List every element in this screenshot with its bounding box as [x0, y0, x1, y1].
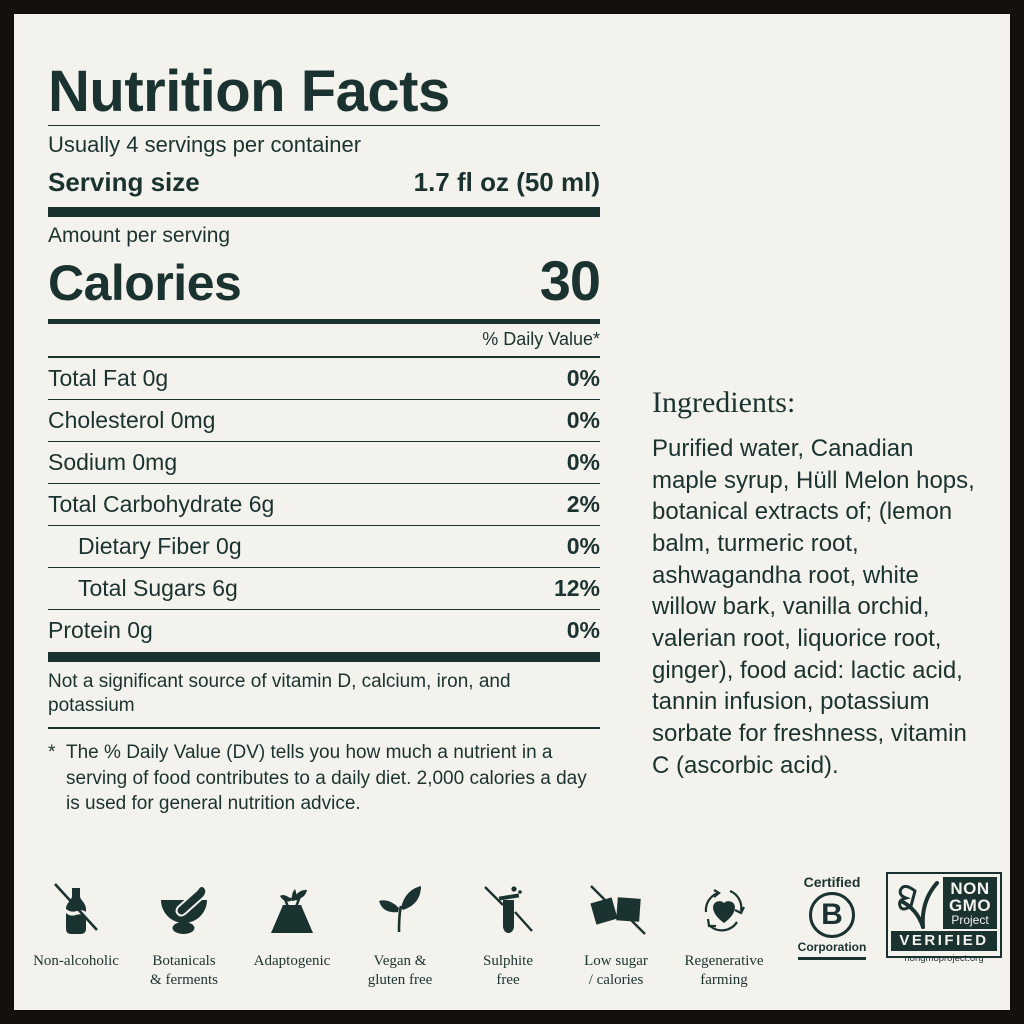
- daily-value-header: % Daily Value*: [482, 328, 600, 349]
- nutrient-name: Total Sugars 6g: [78, 575, 238, 602]
- nutrient-daily-value: 0%: [566, 364, 600, 391]
- footnote-text: The % Daily Value (DV) tells you how muc…: [66, 742, 587, 815]
- sprouting-sack-icon: [261, 872, 323, 946]
- seedling-icon: [369, 872, 431, 946]
- icon-cell-seedling: Vegan & gluten free: [346, 872, 454, 990]
- icon-label: Vegan & gluten free: [367, 953, 433, 988]
- serving-size-label: Serving size: [48, 166, 200, 197]
- nongmo-verified-logo: NON GMO Project VERIFIED nongmoproject.org: [886, 872, 1002, 964]
- bottle-crossed-out-icon: [45, 872, 107, 946]
- calories-row: Calories 30: [48, 248, 601, 319]
- bcorp-logo: Certified B Corporation: [797, 874, 867, 960]
- bcorp-b-letter: B: [808, 892, 855, 938]
- icon-cell-bottle-crossed-out: Non-alcoholic: [22, 872, 130, 971]
- ingredients-body: Purified water, Canadian maple syrup, Hü…: [652, 435, 975, 779]
- nongmo-url-text: nongmoproject.org: [904, 953, 984, 964]
- nutrition-facts-panel: Nutrition Facts Usually 4 servings per c…: [48, 59, 601, 817]
- nongmo-gmo-text: GMO: [948, 896, 992, 915]
- not-significant-note: Not a significant source of vitamin D, c…: [48, 670, 511, 716]
- nutrient-row: Total Fat 0g 0%: [48, 358, 600, 399]
- icon-cell-heart-recycle: Regenerative farming: [670, 872, 778, 990]
- calories-label: Calories: [48, 254, 242, 311]
- daily-value-footnote: * The % Daily Value (DV) tells you how m…: [48, 729, 600, 817]
- nutrient-row-divider: [48, 567, 600, 569]
- icon-cell-test-tube-crossed-out: Sulphite free: [454, 872, 562, 990]
- sugar-cubes-crossed-out-icon: [583, 872, 649, 946]
- serving-size-value: 1.7 fl oz (50 ml): [413, 166, 600, 197]
- serving-size-row: Serving size 1.7 fl oz (50 ml): [48, 167, 600, 207]
- nutrient-table: Total Fat 0g 0% Cholesterol 0mg 0% Sodium 0m…: [48, 358, 600, 652]
- nutrient-row: Protein 0g 0%: [48, 610, 600, 651]
- nongmo-verified-text: VERIFIED: [891, 931, 997, 951]
- nutrient-name: Sodium 0mg: [48, 448, 178, 475]
- icon-cell-sugar-cubes-crossed-out: Low sugar / calories: [562, 872, 670, 990]
- icon-label: Low sugar / calories: [584, 953, 648, 988]
- nutrient-row-divider: [48, 483, 600, 485]
- nutrient-name: Protein 0g: [48, 617, 153, 644]
- nongmo-project-text: Project: [951, 913, 989, 927]
- bcorp-certified-text: Certified: [803, 874, 861, 890]
- mortar-and-pestle-icon: [151, 872, 217, 946]
- nutrient-row: Dietary Fiber 0g 0%: [48, 526, 600, 567]
- nutrient-row: Sodium 0mg 0%: [48, 442, 600, 483]
- certification-icon-strip: Non-alcoholic Botanicals & ferments Adapto…: [14, 872, 1010, 990]
- icon-cell-mortar-and-pestle: Botanicals & ferments: [130, 872, 238, 990]
- amount-per-serving-label: Amount per serving: [48, 223, 231, 247]
- divider-thick-top: [48, 206, 600, 217]
- divider-above-nutrients: [48, 355, 600, 358]
- nongmo-non-text: NON: [950, 879, 990, 898]
- nutrient-daily-value: 0%: [566, 406, 600, 433]
- icon-label: Non-alcoholic: [33, 953, 119, 969]
- nutrient-daily-value: 0%: [566, 533, 600, 560]
- icon-cell-sprouting-sack: Adaptogenic: [238, 872, 346, 971]
- nutrient-row-divider: [48, 440, 600, 442]
- butterfly-grass-icon: [891, 877, 943, 929]
- ingredients-heading: Ingredients:: [652, 386, 796, 419]
- nongmo-badge: NON GMO Project VERIFIED nongmoproject.org: [886, 872, 1002, 964]
- nutrient-row: Total Carbohydrate 6g 2%: [48, 484, 600, 525]
- nutrient-daily-value: 0%: [566, 617, 600, 644]
- nutrient-daily-value: 0%: [566, 448, 600, 475]
- nutrient-row-divider: [48, 609, 600, 611]
- divider-under-calories: [48, 318, 600, 324]
- nutrient-name: Total Fat 0g: [48, 364, 169, 391]
- page-title: Nutrition Facts: [48, 59, 450, 124]
- icon-label: Adaptogenic: [253, 953, 331, 969]
- calories-value: 30: [539, 248, 601, 312]
- nongmo-wordmark: NON GMO Project: [943, 877, 997, 929]
- nutrient-row: Total Sugars 6g 12%: [48, 568, 600, 609]
- servings-per-container: Usually 4 servings per container: [48, 132, 362, 158]
- icon-label: Botanicals & ferments: [150, 953, 218, 988]
- icon-label: Regenerative farming: [684, 953, 764, 988]
- ingredients-panel: Ingredients: Purified water, Canadian ma…: [652, 386, 982, 781]
- bcorp-badge: Certified B Corporation: [778, 872, 886, 960]
- footnote-asterisk: *: [48, 742, 56, 764]
- bcorp-corporation-text: Corporation: [797, 940, 867, 960]
- nutrient-daily-value: 2%: [566, 491, 600, 518]
- nutrient-name: Cholesterol 0mg: [48, 406, 216, 433]
- nutrient-row-divider: [48, 525, 600, 527]
- nutrient-name: Total Carbohydrate 6g: [48, 491, 275, 518]
- nutrient-row: Cholesterol 0mg 0%: [48, 400, 600, 441]
- nutrient-name: Dietary Fiber 0g: [78, 533, 242, 560]
- icon-label: Sulphite free: [482, 953, 533, 988]
- nutrient-daily-value: 12%: [553, 575, 600, 602]
- divider-under-title: [48, 125, 600, 127]
- divider-thick-bottom: [48, 651, 600, 662]
- nutrition-label-card: Nutrition Facts Usually 4 servings per c…: [14, 14, 1010, 1010]
- test-tube-crossed-out-icon: [477, 872, 539, 946]
- heart-recycle-icon: [692, 872, 756, 946]
- nutrient-row-divider: [48, 398, 600, 400]
- divider-above-footnote: [48, 727, 600, 730]
- nongmo-upper: NON GMO Project: [891, 877, 997, 929]
